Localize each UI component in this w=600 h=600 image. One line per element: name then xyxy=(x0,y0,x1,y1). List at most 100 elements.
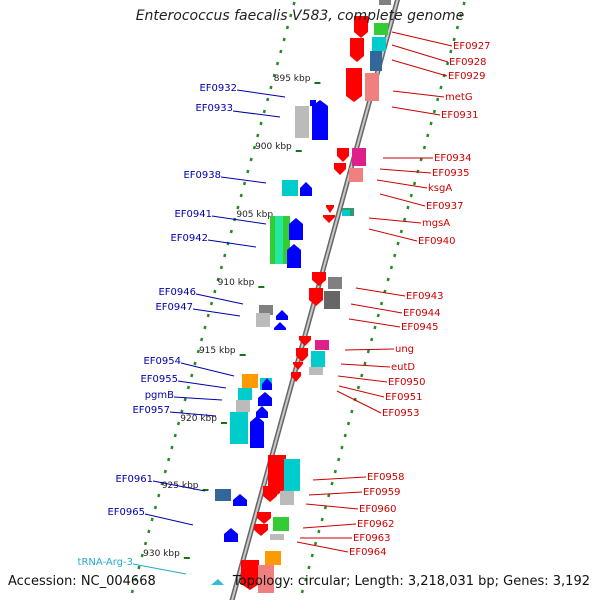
right-gene-label: EF0953 xyxy=(382,408,420,419)
gene-block xyxy=(374,23,388,35)
left-gene-leader-line xyxy=(211,215,267,225)
left-gene-label: EF0938 xyxy=(183,170,221,181)
left-outer-track-dash xyxy=(285,25,290,30)
gene-arrow xyxy=(276,310,288,320)
right-outer-track-dash xyxy=(337,457,341,462)
gene-arrow xyxy=(256,406,268,418)
right-gene-label: EF0962 xyxy=(357,519,395,530)
right-outer-track-dash xyxy=(327,493,331,498)
gene-arrow xyxy=(300,182,312,196)
right-outer-track-dash xyxy=(373,325,377,330)
left-outer-track-dash xyxy=(153,505,158,510)
left-outer-track-dash xyxy=(193,361,197,366)
gene-block xyxy=(372,37,386,51)
right-gene-label: EF0943 xyxy=(406,291,444,302)
gene-block xyxy=(311,351,325,367)
left-gene-label: EF0957 xyxy=(132,405,170,416)
right-gene-label: EF0937 xyxy=(426,201,464,212)
gene-block xyxy=(258,565,274,593)
right-outer-track-dash xyxy=(343,433,347,438)
right-gene-label: EF0928 xyxy=(449,57,487,68)
left-outer-track-dash xyxy=(269,85,273,90)
genome-title: Enterococcus faecalis V583, complete gen… xyxy=(135,8,465,24)
gene-block xyxy=(238,388,252,400)
right-gene-label: mgsA xyxy=(422,218,450,229)
left-outer-track-dash xyxy=(252,145,257,150)
right-gene-leader-line xyxy=(391,106,441,116)
right-outer-track-dash xyxy=(386,277,390,282)
right-gene-leader-line xyxy=(368,217,422,224)
right-outer-track-dash xyxy=(455,25,460,30)
gene-block xyxy=(342,210,350,216)
left-gene-label: tRNA-Arg-3 xyxy=(78,557,133,568)
gene-arrow xyxy=(257,512,271,524)
right-outer-track-dash xyxy=(333,469,337,474)
left-gene-leader-line xyxy=(173,396,223,401)
genome-summary-text: Topology: circular; Length: 3,218,031 bp… xyxy=(232,574,590,589)
left-gene-label: EF0933 xyxy=(195,103,233,114)
right-outer-track-dash xyxy=(363,361,367,366)
gene-block xyxy=(349,168,363,182)
right-gene-leader-line xyxy=(337,375,388,383)
left-outer-track-dash xyxy=(134,577,138,582)
right-gene-label: ksgA xyxy=(428,183,452,194)
right-gene-label: EF0944 xyxy=(403,308,441,319)
accession-text: Accession: NC_004668 xyxy=(8,574,156,589)
scale-tick-label: 900 kbp xyxy=(255,142,292,152)
right-gene-leader-line xyxy=(379,168,432,174)
left-outer-track-dash xyxy=(239,193,243,198)
gene-arrow xyxy=(337,148,349,162)
right-outer-track-dash xyxy=(310,553,314,558)
right-gene-label: EF0927 xyxy=(453,41,491,52)
gene-block xyxy=(215,489,231,501)
gene-block xyxy=(328,277,342,289)
left-gene-label: pgmB xyxy=(145,390,174,401)
gene-arrow xyxy=(287,244,301,268)
left-gene-leader-line xyxy=(177,380,227,389)
left-outer-track-dash xyxy=(256,133,260,138)
gene-arrow xyxy=(354,16,368,38)
right-outer-track-dash xyxy=(439,85,443,90)
gene-block xyxy=(282,180,298,196)
right-outer-track-dash xyxy=(370,337,374,342)
right-outer-track-dash xyxy=(406,205,410,210)
gene-arrow xyxy=(274,322,286,330)
right-gene-leader-line xyxy=(344,348,395,351)
right-outer-track-dash xyxy=(393,253,397,258)
right-gene-leader-line xyxy=(296,541,349,553)
gene-arrow xyxy=(233,494,247,506)
right-gene-label: EF0960 xyxy=(359,504,397,515)
gene-block xyxy=(259,305,273,315)
gene-arrow xyxy=(326,205,334,213)
right-gene-label: EF0934 xyxy=(434,153,472,164)
right-gene-leader-line xyxy=(391,44,449,63)
left-outer-track-dash xyxy=(213,289,217,294)
gene-arrow xyxy=(268,455,286,495)
gene-block xyxy=(352,148,366,166)
gene-block xyxy=(310,100,316,106)
gene-arrow xyxy=(350,38,364,62)
right-gene-leader-line xyxy=(376,179,428,189)
right-outer-track-dash xyxy=(313,541,318,546)
left-gene-label: EF0961 xyxy=(115,474,153,485)
left-outer-track-dash xyxy=(143,541,148,546)
left-outer-track-dash xyxy=(170,445,174,450)
gene-arrow xyxy=(299,336,311,346)
left-outer-track-dash xyxy=(282,37,286,42)
scale-tick-label: 915 kbp xyxy=(199,346,236,356)
left-gene-leader-line xyxy=(207,239,257,248)
left-outer-track-dash xyxy=(272,73,276,78)
right-outer-track-dash xyxy=(360,373,364,378)
scale-tick-label: 905 kbp xyxy=(236,210,273,220)
left-outer-track-dash xyxy=(223,253,227,258)
gene-arrow xyxy=(291,372,301,382)
left-outer-track-dash xyxy=(219,265,224,270)
gene-arrow xyxy=(289,218,303,240)
left-outer-track-dash xyxy=(186,385,191,390)
right-outer-track-dash xyxy=(330,481,334,486)
right-outer-track-dash xyxy=(426,133,430,138)
gene-arrow xyxy=(312,100,328,140)
left-outer-track-dash xyxy=(163,469,167,474)
gene-arrow xyxy=(263,486,277,502)
